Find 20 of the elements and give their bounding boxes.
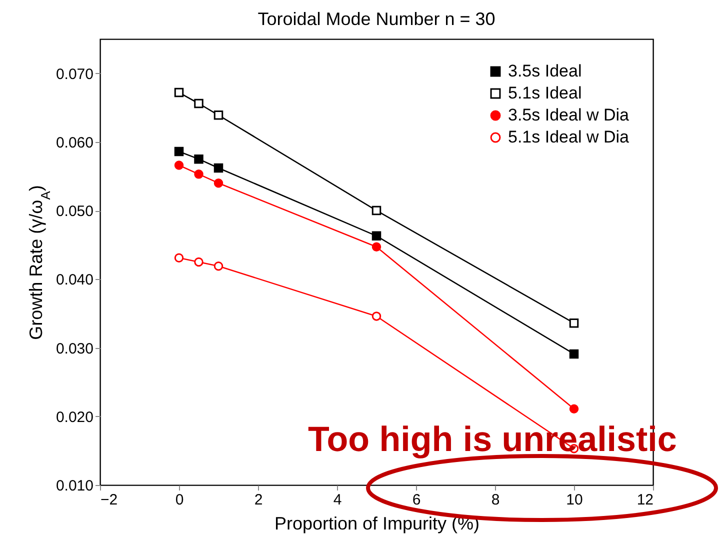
x-tick-label: 0 [175,492,184,508]
x-tick-label: −2 [100,492,118,508]
y-tick-label: 0.060 [56,134,94,152]
x-tick-label: 10 [566,492,583,508]
y-tick-label: 0.020 [56,408,94,426]
y-tick-label: 0.040 [56,272,94,289]
y-tick-label: 0.010 [56,478,94,494]
x-tick-label: 8 [491,492,500,508]
legend-label: 3.5s Ideal w Dia [508,106,630,124]
legend-label: 3.5s Ideal [508,62,582,80]
legend-label: 5.1s Ideal w Dia [508,128,630,146]
legend-label: 5.1s Ideal [508,84,582,102]
y-tick-label: 0.030 [56,340,94,358]
x-tick-label: 12 [636,492,654,508]
y-tick-label: 0.070 [56,66,94,83]
x-tick-label: 4 [333,492,342,508]
x-tick-label: 2 [254,492,263,508]
x-tick-label: 6 [412,492,421,508]
y-tick-label: 0.050 [56,203,94,220]
chart-title: Toroidal Mode Number n = 30 [258,9,496,29]
